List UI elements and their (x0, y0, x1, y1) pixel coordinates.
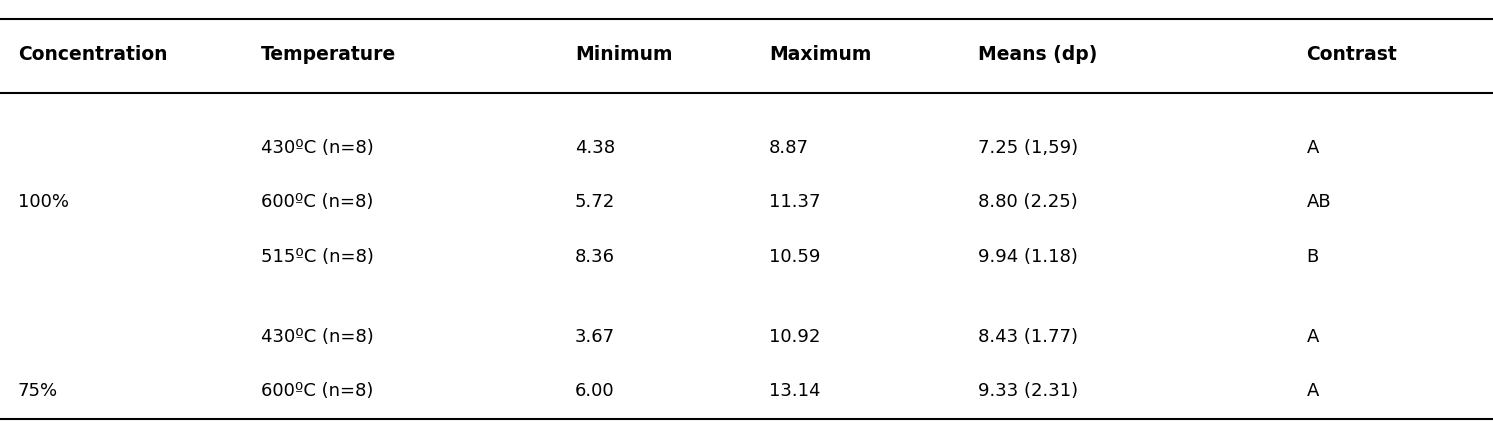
Text: 5.72: 5.72 (575, 193, 615, 211)
Text: B: B (1306, 247, 1318, 265)
Text: AB: AB (1306, 193, 1330, 211)
Text: 100%: 100% (18, 193, 69, 211)
Text: 3.67: 3.67 (575, 327, 615, 345)
Text: 10.92: 10.92 (769, 327, 820, 345)
Text: Means (dp): Means (dp) (978, 45, 1097, 64)
Text: Maximum: Maximum (769, 45, 872, 64)
Text: A: A (1306, 327, 1318, 345)
Text: A: A (1306, 138, 1318, 157)
Text: 10.59: 10.59 (769, 247, 820, 265)
Text: 430ºC (n=8): 430ºC (n=8) (261, 327, 375, 345)
Text: 8.36: 8.36 (575, 247, 615, 265)
Text: Concentration: Concentration (18, 45, 167, 64)
Text: 9.94 (1.18): 9.94 (1.18) (978, 247, 1078, 265)
Text: 8.87: 8.87 (769, 138, 809, 157)
Text: 430ºC (n=8): 430ºC (n=8) (261, 138, 375, 157)
Text: Contrast: Contrast (1306, 45, 1397, 64)
Text: 13.14: 13.14 (769, 381, 820, 400)
Text: 600ºC (n=8): 600ºC (n=8) (261, 193, 373, 211)
Text: 6.00: 6.00 (575, 381, 615, 400)
Text: 9.33 (2.31): 9.33 (2.31) (978, 381, 1078, 400)
Text: 75%: 75% (18, 381, 58, 400)
Text: 4.38: 4.38 (575, 138, 615, 157)
Text: 600ºC (n=8): 600ºC (n=8) (261, 381, 373, 400)
Text: 515ºC (n=8): 515ºC (n=8) (261, 247, 375, 265)
Text: 11.37: 11.37 (769, 193, 820, 211)
Text: A: A (1306, 381, 1318, 400)
Text: 7.25 (1,59): 7.25 (1,59) (978, 138, 1078, 157)
Text: 8.80 (2.25): 8.80 (2.25) (978, 193, 1078, 211)
Text: Temperature: Temperature (261, 45, 397, 64)
Text: Minimum: Minimum (575, 45, 672, 64)
Text: 8.43 (1.77): 8.43 (1.77) (978, 327, 1078, 345)
